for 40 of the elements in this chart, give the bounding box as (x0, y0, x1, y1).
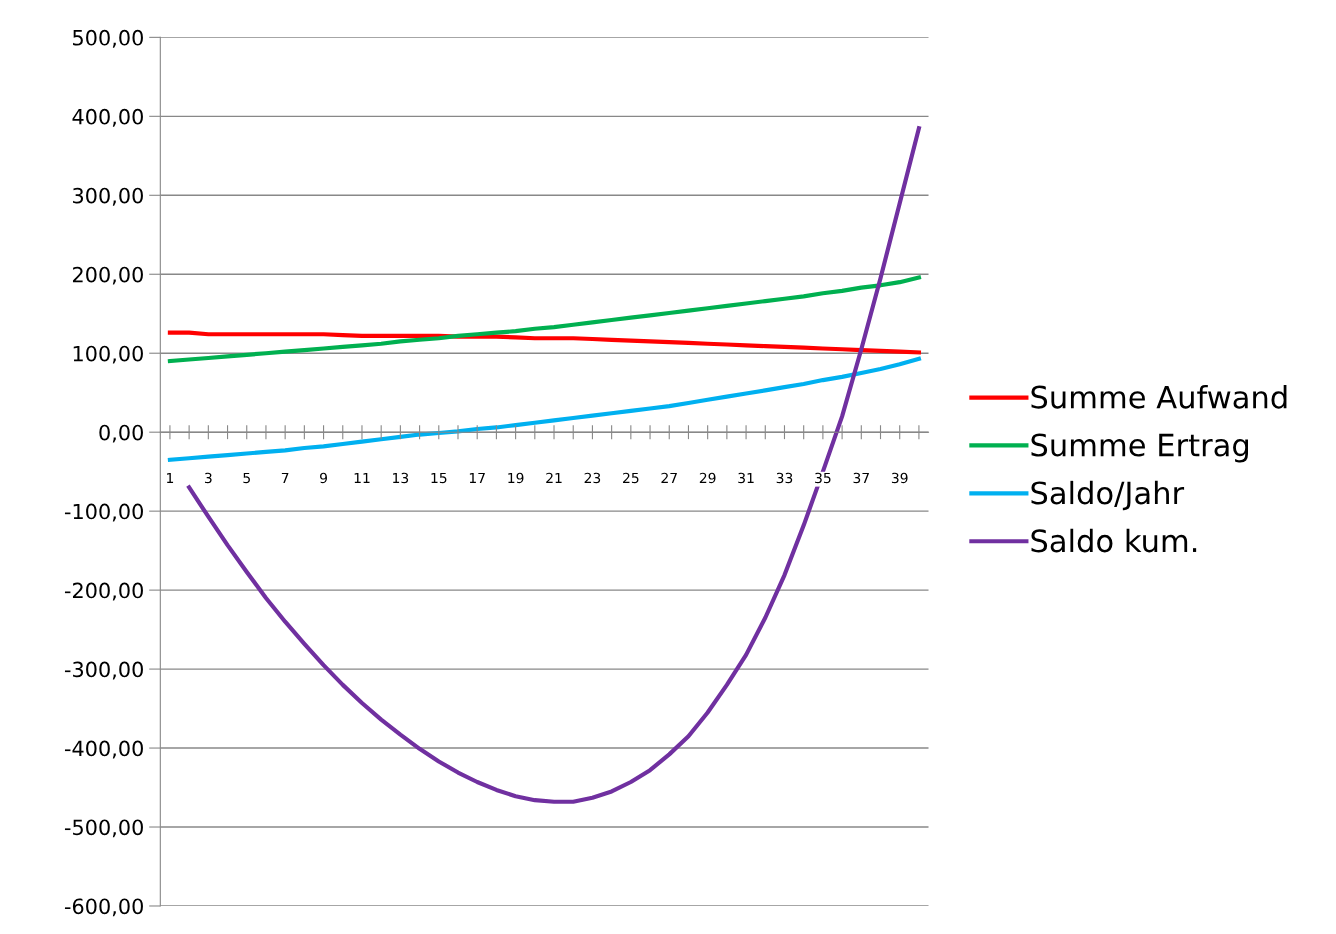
y-tick-label: 100,00 (73, 345, 143, 364)
y-tick-label: 200,00 (72, 266, 143, 285)
x-tick-label: 3 (204, 472, 212, 484)
x-tick-label: 9 (320, 472, 327, 484)
x-tick-label: 35 (815, 472, 831, 484)
y-tick-label: 0,00 (99, 424, 143, 443)
line-series (187, 126, 922, 804)
x-tick-label: 15 (431, 472, 447, 484)
y-tick-label: 400,00 (72, 108, 143, 127)
x-tick-label: 19 (508, 472, 524, 484)
x-tick-label: 17 (469, 472, 485, 484)
x-tick-label: 21 (546, 472, 562, 484)
y-tick-label: 300,00 (73, 187, 143, 206)
y-tick-label: -600,00 (64, 898, 143, 917)
x-tick-label: 33 (776, 472, 793, 484)
y-tick-label: -500,00 (64, 819, 143, 838)
line-series (167, 330, 922, 355)
x-tick-label: 37 (853, 472, 869, 484)
x-tick-label: 39 (891, 472, 908, 484)
legend-label: Summe Ertrag (1031, 433, 1248, 463)
line-series (167, 275, 922, 364)
x-tick-label: 11 (354, 472, 370, 484)
x-tick-label: 29 (699, 472, 716, 484)
legend-label: Saldo kum. (1031, 528, 1197, 553)
line-series (167, 356, 922, 462)
x-tick-label: 31 (738, 472, 754, 484)
legend-label: Summe Aufwand (1031, 385, 1287, 409)
y-tick-label: 500,00 (73, 29, 143, 48)
y-tick-label: -100,00 (64, 503, 143, 522)
x-tick-label: 25 (623, 472, 639, 484)
y-tick-label: -200,00 (64, 582, 143, 601)
x-tick-label: 23 (584, 472, 601, 484)
x-tick-label: 1 (167, 472, 174, 484)
y-tick-label: -400,00 (64, 740, 143, 759)
x-tick-label: 27 (661, 472, 677, 484)
legend-label: Saldo/Jahr (1031, 480, 1185, 511)
x-tick-label: 7 (281, 472, 289, 484)
y-tick-label: -300,00 (64, 661, 143, 680)
x-tick-label: 13 (393, 472, 409, 484)
x-tick-label: 5 (243, 472, 250, 484)
